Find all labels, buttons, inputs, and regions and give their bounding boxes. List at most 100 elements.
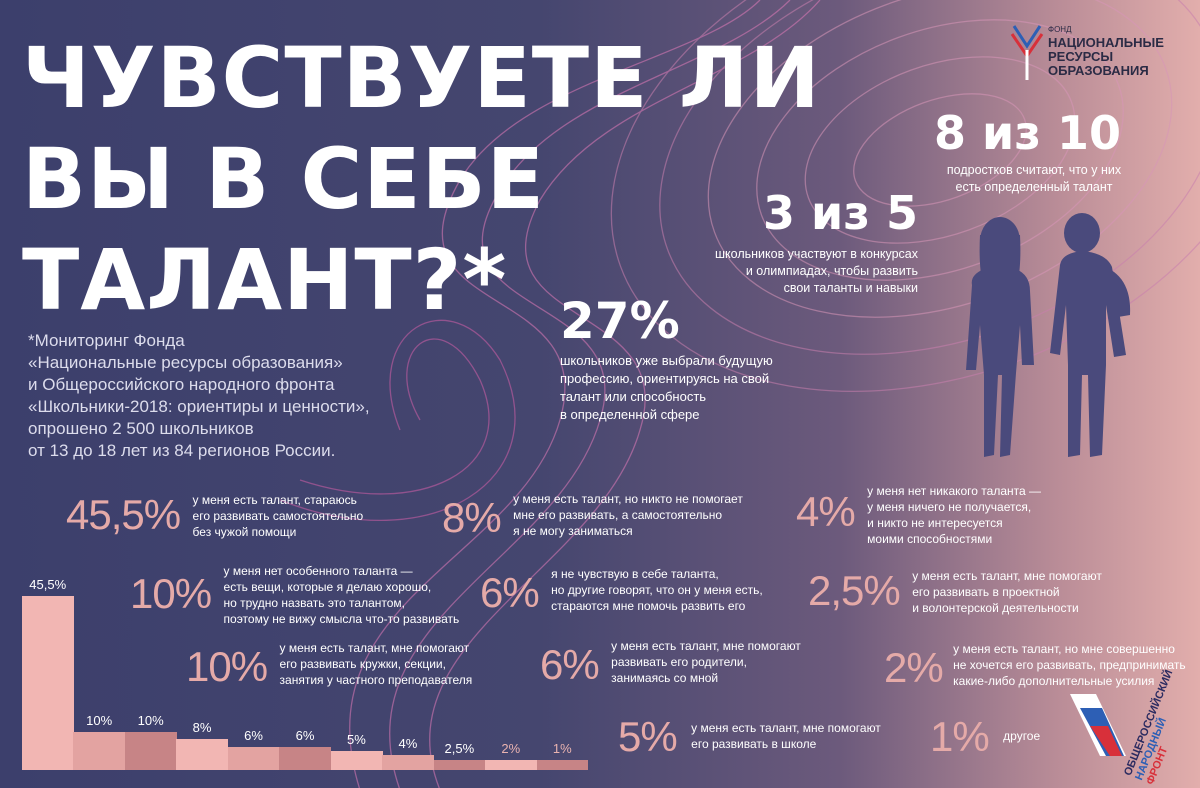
stat-line: без чужой помощи: [192, 525, 297, 539]
footnote-line: от 13 до 18 лет из 84 регионов России.: [28, 441, 336, 460]
caption-line: подростков считают, что у них: [946, 163, 1122, 177]
caption-line: талант или способность: [560, 389, 707, 404]
chart-bar: [433, 760, 486, 770]
stat-line: его развивать кружки, секции,: [279, 657, 446, 671]
chart-bar: [73, 731, 126, 770]
footnote-line: опрошено 2 500 школьников: [28, 419, 254, 438]
stat-text: у меня есть талант, мне помогают его раз…: [912, 568, 1102, 616]
page-title: ЧУВСТВУЕТЕ ЛИ ВЫ В СЕБЕ ТАЛАНТ?*: [22, 28, 821, 331]
onf-logo: ОБЩЕРОССИЙСКИЙ НАРОДНЫЙ ФРОНТ: [1066, 668, 1186, 786]
onf-logo-icon: [1070, 694, 1126, 756]
stat-line: моими способностями: [867, 532, 993, 546]
logo-small-text: ФОНД: [1048, 25, 1072, 34]
stat-line: не хочется его развивать, предпринимать: [953, 658, 1186, 672]
stat-line: у меня есть талант, стараюсь: [192, 493, 357, 507]
stat-1-other: 1% другое: [930, 716, 1040, 758]
survey-footnote: *Мониторинг Фонда «Национальные ресурсы …: [28, 330, 370, 462]
chart-bar-label: 5%: [347, 731, 366, 747]
highlight-caption: подростков считают, что у них есть опред…: [934, 162, 1134, 196]
stat-text: у меня есть талант, стараюсь его развива…: [193, 492, 364, 540]
bar-chart: 45,5% 10% 10% 8% 6% 6% 5% 4% 2,5% 2% 1%: [22, 570, 589, 770]
stat-text: я не чувствую в себе таланта, но другие …: [551, 566, 763, 614]
stat-percent: 2%: [884, 644, 944, 691]
stat-line: поэтому не вижу смысла что-то развивать: [223, 612, 460, 626]
chart-bar-label: 6%: [295, 728, 315, 744]
chart-bar: [382, 754, 435, 770]
stat-line: стараются мне помочь развить его: [551, 599, 746, 613]
stat-6-parents: 6% у меня есть талант, мне помогают разв…: [540, 639, 801, 686]
highlight-value: 27%: [560, 292, 680, 350]
stat-text: другое: [1003, 728, 1040, 744]
chart-bar: [330, 750, 383, 770]
stat-line: его развивать в школе: [691, 737, 817, 751]
chart-bar: [176, 739, 229, 770]
stat-percent: 8%: [442, 494, 502, 541]
stat-8: 8% у меня есть талант, но никто не помог…: [442, 491, 743, 541]
teenagers-silhouette: [966, 213, 1131, 457]
stat-line: у меня ничего не получается,: [867, 500, 1032, 514]
chart-bar-label: 45,5%: [29, 577, 67, 592]
stat-percent: 10%: [186, 643, 268, 690]
stat-4: 4% у меня нет никакого таланта — у меня …: [796, 483, 1041, 547]
nro-logo-icon: [1010, 25, 1044, 80]
caption-line: профессию, ориентируясь на свой: [560, 371, 770, 386]
caption-line: школьников уже выбрали будущую: [560, 353, 773, 368]
stat-line: я не чувствую в себе таланта,: [551, 567, 719, 581]
stat-line: развивать его родители,: [611, 655, 747, 669]
footnote-line: *Мониторинг Фонда: [28, 331, 185, 350]
stat-text: у меня есть талант, но мне совершенно не…: [953, 641, 1185, 689]
chart-bar: [279, 747, 332, 770]
stat-2: 2% у меня есть талант, но мне совершенно…: [884, 641, 1186, 691]
stat-percent: 45,5%: [66, 491, 181, 538]
stat-text: у меня есть талант, мне помогают его раз…: [280, 640, 473, 688]
highlight-value: 8 из 10: [934, 106, 1122, 160]
logo-line: РЕСУРСЫ: [1048, 49, 1114, 64]
title-line-2: ВЫ В СЕБЕ: [22, 130, 546, 228]
title-line-3: ТАЛАНТ?*: [22, 231, 508, 329]
highlight-27-percent: 27% школьников уже выбрали будущую профе…: [560, 292, 773, 424]
caption-line: школьников участвуют в конкурсах: [715, 247, 918, 261]
stat-line: его развивать самостоятельно: [192, 509, 364, 523]
stat-line: у меня есть талант, но мне совершенно: [953, 642, 1175, 656]
stat-line: занятия у частного преподавателя: [279, 673, 473, 687]
stat-percent: 2,5%: [808, 567, 901, 614]
chart-bar-label: 8%: [192, 720, 212, 736]
stat-line: другое: [1003, 729, 1041, 743]
stat-line: какие-либо дополнительные усилия: [953, 674, 1155, 688]
stat-line: и волонтерской деятельности: [912, 601, 1079, 615]
stat-percent: 1%: [930, 713, 990, 760]
logo-line: ОБРАЗОВАНИЯ: [1048, 63, 1149, 78]
caption-line: в определенной сфере: [560, 407, 700, 422]
stat-line: я не могу заниматься: [513, 524, 633, 538]
stat-line: у меня есть талант, но никто не помогает: [513, 492, 743, 506]
stat-line: но другие говорят, что он у меня есть,: [551, 583, 763, 597]
stat-10-no-special: 10% у меня нет особенного таланта — есть…: [130, 564, 459, 627]
chart-bar: [227, 747, 280, 770]
caption-line: есть определенный талант: [955, 180, 1113, 194]
stat-percent: 10%: [130, 570, 212, 617]
chart-bar-label: 2%: [501, 741, 521, 756]
chart-bar: [536, 760, 589, 770]
nro-logo: ФОНД НАЦИОНАЛЬНЫЕ РЕСУРСЫ ОБРАЗОВАНИЯ: [1010, 20, 1170, 90]
stat-line: у меня нет никакого таланта —: [867, 484, 1042, 498]
stat-line: у меня есть талант, мне помогают: [279, 641, 470, 655]
footnote-line: «Национальные ресурсы образования»: [28, 353, 343, 372]
chart-bar-label: 4%: [398, 735, 418, 751]
stat-5-school: 5% у меня есть талант, мне помогают его …: [618, 716, 881, 758]
stat-percent: 6%: [480, 569, 540, 616]
chart-bar-label: 6%: [244, 728, 263, 744]
title-line-1: ЧУВСТВУЕТЕ ЛИ: [22, 29, 821, 127]
logo-text: НАЦИОНАЛЬНЫЕ РЕСУРСЫ ОБРАЗОВАНИЯ: [1048, 36, 1164, 78]
chart-bar-label: 1%: [552, 741, 572, 756]
stat-text: у меня нет особенного таланта — есть вещ…: [224, 563, 460, 627]
stat-line: и никто не интересуется: [867, 516, 1003, 530]
stat-line: у меня есть талант, мне помогают: [912, 569, 1102, 583]
caption-line: и олимпиадах, чтобы развить: [745, 264, 918, 278]
stat-line: его развивать в проектной: [912, 585, 1060, 599]
stat-text: у меня есть талант, но никто не помогает…: [513, 491, 743, 539]
stat-line: есть вещи, которые я делаю хорошо,: [223, 580, 432, 594]
highlight-3-of-5: 3 из 5 школьников участвуют в конкурсах …: [660, 190, 918, 297]
chart-bar: [485, 760, 538, 770]
chart-bar-label: 2,5%: [444, 741, 475, 756]
chart-bar: [124, 731, 177, 770]
